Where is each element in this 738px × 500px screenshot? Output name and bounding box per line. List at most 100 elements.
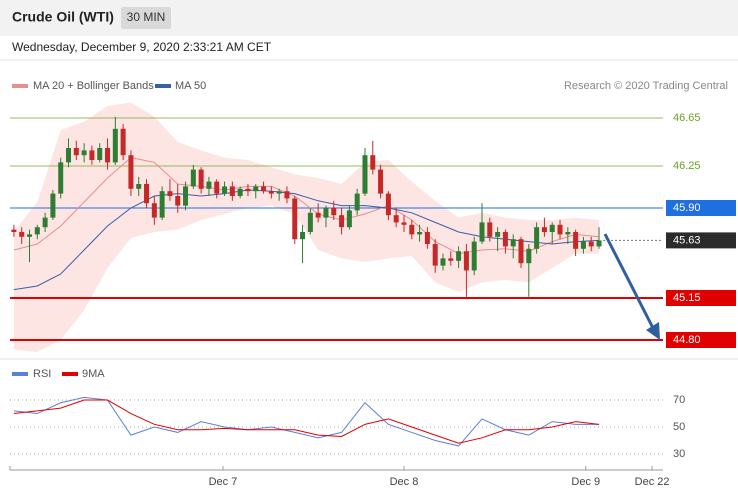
candle-body xyxy=(105,148,111,163)
candle-body xyxy=(175,196,181,206)
candle-body xyxy=(401,222,407,225)
credit: Research © 2020 Trading Central xyxy=(564,80,728,92)
candle-body xyxy=(151,203,157,218)
ma20-line xyxy=(13,157,600,255)
timestamp: Wednesday, December 9, 2020 2:33:21 AM C… xyxy=(12,40,272,54)
candle-body xyxy=(588,241,594,247)
candle-body xyxy=(11,229,17,232)
timeframe-badge[interactable] xyxy=(121,7,171,29)
candle-body xyxy=(596,240,602,247)
level-label: 46.65 xyxy=(673,112,701,124)
candle-body xyxy=(245,188,251,192)
candle-body xyxy=(573,232,579,249)
candle-body xyxy=(565,232,571,235)
candle-body xyxy=(510,239,516,247)
candle-body xyxy=(276,191,282,194)
candle-body xyxy=(526,248,532,264)
candle-body xyxy=(580,241,586,249)
candle-body xyxy=(471,241,477,271)
candle-body xyxy=(42,217,48,228)
bollinger-band xyxy=(13,102,600,353)
candle-body xyxy=(307,212,313,232)
candle-body xyxy=(362,155,368,194)
arrow-shaft xyxy=(603,233,656,331)
candle-body xyxy=(136,184,142,189)
candle-body xyxy=(144,184,150,204)
candle-body xyxy=(97,148,103,160)
candle-body xyxy=(237,188,243,196)
candle-body xyxy=(167,191,173,196)
candle-body xyxy=(190,169,196,187)
candle-body xyxy=(34,227,40,235)
candle-body xyxy=(159,191,165,218)
candle-body xyxy=(370,155,376,170)
rsi-line xyxy=(13,396,600,447)
candle-body xyxy=(557,224,563,235)
candle-body xyxy=(261,186,267,192)
candle-body xyxy=(346,210,352,228)
candle-body xyxy=(448,258,454,261)
candle-body xyxy=(463,251,469,271)
candle-body xyxy=(487,222,493,237)
legend-swatch xyxy=(155,84,171,88)
candle-body xyxy=(222,186,228,194)
candle-body xyxy=(229,186,235,196)
level-label: 45.90 xyxy=(673,202,701,214)
candle-body xyxy=(183,186,189,206)
candle-body xyxy=(502,232,508,247)
candle-body xyxy=(128,155,134,189)
candle-body xyxy=(66,148,72,163)
legend-label: 9MA xyxy=(82,368,105,380)
candle-body xyxy=(120,128,126,156)
x-tick-label: Dec 22 xyxy=(635,476,670,488)
candle-body xyxy=(393,215,399,223)
legend-label: MA 20 + Bollinger Bands xyxy=(33,80,154,92)
candle-body xyxy=(81,150,87,156)
candle-body xyxy=(284,191,290,199)
candle-body xyxy=(300,232,306,240)
level-tag xyxy=(666,290,736,306)
candle-body xyxy=(495,232,501,237)
ma50-line xyxy=(13,189,600,291)
candle-body xyxy=(268,191,274,194)
candle-body xyxy=(424,232,430,244)
level-label: 45.15 xyxy=(673,292,701,304)
candle-body xyxy=(440,258,446,266)
chart-title: Crude Oil (WTI) xyxy=(12,9,114,25)
candle-body xyxy=(112,128,118,163)
candle-body xyxy=(73,148,79,156)
candle-body xyxy=(479,222,485,242)
candle-body xyxy=(198,169,204,189)
candle-body xyxy=(409,224,415,235)
candle-body xyxy=(323,208,329,218)
candle-body xyxy=(19,232,25,237)
level-label: 44.80 xyxy=(673,334,701,346)
candle-body xyxy=(27,234,33,237)
candle-body xyxy=(331,208,337,216)
level-tag xyxy=(666,200,736,216)
legend-swatch xyxy=(12,84,28,88)
last-price-label: 45.63 xyxy=(673,234,701,246)
y-tick-label: 30 xyxy=(673,448,685,460)
y-tick-label: 50 xyxy=(673,421,685,433)
legend-swatch xyxy=(62,372,78,376)
candle-body xyxy=(58,162,64,194)
target-arrow xyxy=(603,233,660,340)
candle-body xyxy=(292,198,298,240)
candle-body xyxy=(456,251,462,261)
level-label: 46.25 xyxy=(673,160,701,172)
candle-body xyxy=(339,215,345,228)
last-price-tag xyxy=(666,232,736,249)
timeframe[interactable]: 30 MIN xyxy=(127,10,166,24)
candle-body xyxy=(253,186,259,192)
x-tick-label: Dec 8 xyxy=(390,476,419,488)
candle-body xyxy=(214,181,220,194)
candle-body xyxy=(89,150,95,160)
candle-body xyxy=(417,232,423,235)
candle-body xyxy=(549,224,555,232)
candle-body xyxy=(206,181,212,189)
arrow-head xyxy=(646,322,660,340)
rsi-line xyxy=(13,399,600,444)
